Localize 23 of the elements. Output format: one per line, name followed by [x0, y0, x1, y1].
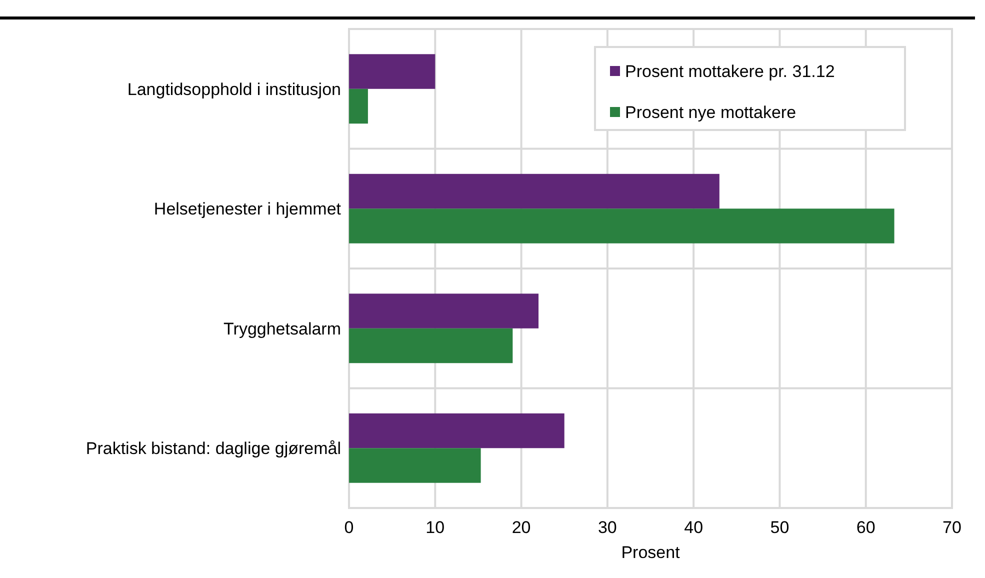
bar — [349, 328, 513, 364]
x-tick-label: 20 — [512, 518, 531, 537]
x-tick-label: 40 — [684, 518, 704, 537]
y-tick-label: Helsetjenester i hjemmet — [154, 200, 342, 219]
x-tick-label: 0 — [344, 518, 354, 537]
bar — [349, 54, 436, 89]
x-tick-label: 70 — [942, 518, 962, 537]
y-tick-label: Praktisk bistand: daglige gjøremål — [86, 439, 341, 458]
x-tick-label: 50 — [770, 518, 790, 537]
bar — [349, 174, 720, 209]
bar — [349, 413, 564, 448]
legend-label: Prosent mottakere pr. 31.12 — [625, 62, 835, 81]
x-tick-label: 30 — [598, 518, 617, 537]
y-tick-label: Trygghetsalarm — [224, 319, 341, 338]
bar — [349, 294, 539, 328]
bar — [349, 208, 894, 244]
x-tick-label: 60 — [856, 518, 876, 537]
x-tick-label: 10 — [426, 518, 445, 537]
bar — [349, 88, 368, 124]
y-tick-label: Langtidsopphold i institusjon — [127, 80, 341, 99]
legend-label: Prosent nye mottakere — [625, 102, 796, 122]
bar — [349, 448, 481, 483]
x-axis-title: Prosent — [621, 543, 680, 562]
